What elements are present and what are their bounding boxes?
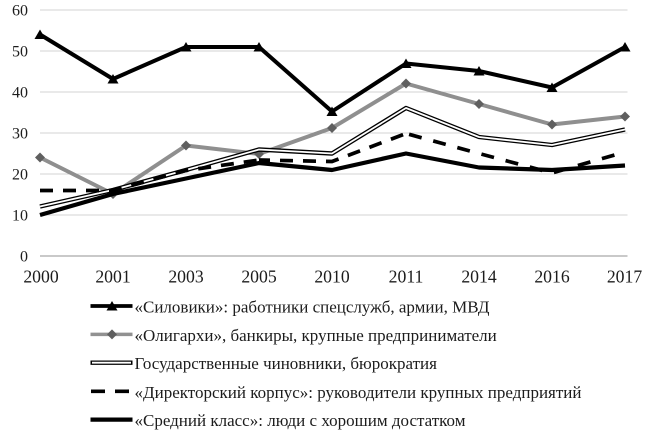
svg-text:«Силовики»: работники спецслуж: «Силовики»: работники спецслужб, армии, …	[135, 298, 490, 317]
svg-text:20: 20	[12, 166, 28, 183]
svg-text:60: 60	[12, 2, 28, 19]
svg-text:«Директорский корпус»: руковод: «Директорский корпус»: руководители круп…	[135, 383, 582, 402]
svg-text:2005: 2005	[241, 267, 277, 287]
svg-text:2014: 2014	[461, 267, 497, 287]
svg-text:2016: 2016	[534, 267, 570, 287]
svg-text:«Средний класс»: люди с хороши: «Средний класс»: люди с хорошим достатко…	[135, 411, 466, 430]
svg-text:Государственные чиновники, бюр: Государственные чиновники, бюрократия	[135, 354, 438, 373]
svg-text:2000: 2000	[23, 267, 59, 287]
svg-text:50: 50	[12, 43, 28, 60]
svg-text:2010: 2010	[314, 267, 350, 287]
svg-text:2017: 2017	[607, 267, 643, 287]
svg-text:2003: 2003	[168, 267, 204, 287]
svg-text:0: 0	[20, 248, 28, 265]
svg-text:«Олигархи», банкиры, крупные п: «Олигархи», банкиры, крупные предпринима…	[135, 326, 497, 345]
svg-text:2011: 2011	[389, 267, 424, 287]
svg-text:30: 30	[12, 125, 28, 142]
svg-text:40: 40	[12, 84, 28, 101]
svg-text:10: 10	[12, 207, 28, 224]
svg-text:2001: 2001	[95, 267, 130, 287]
